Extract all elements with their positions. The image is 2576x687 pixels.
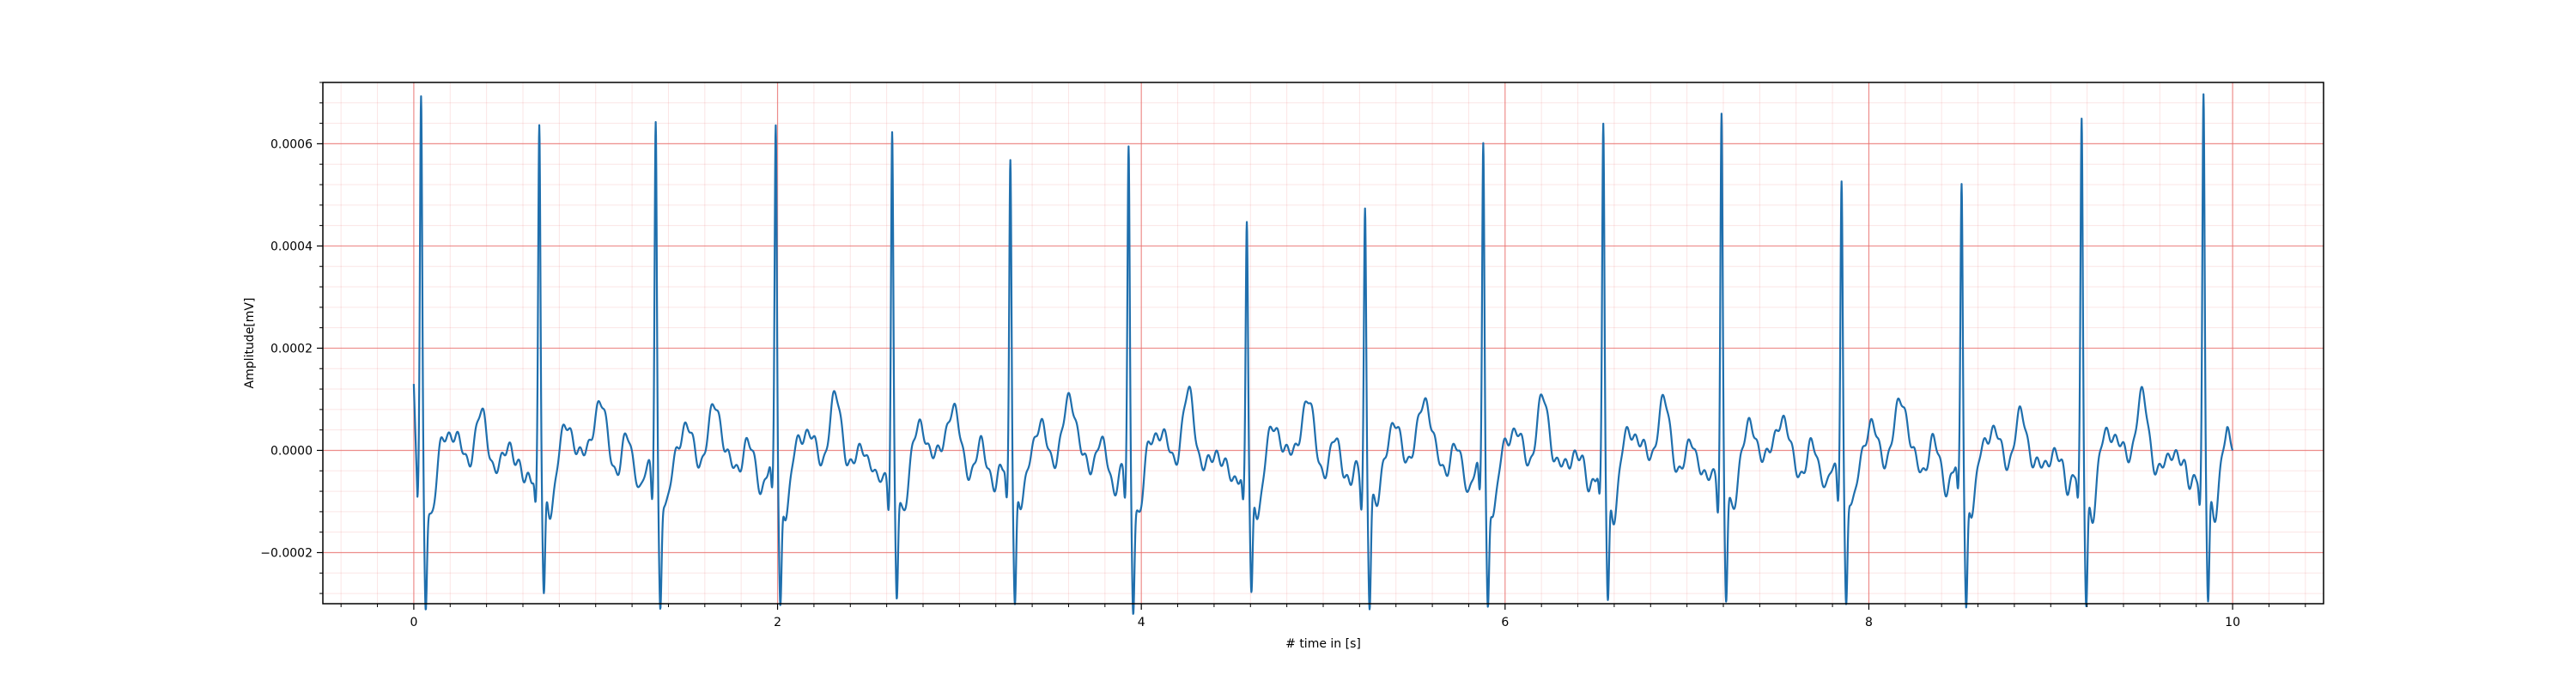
ecg-series-line: [412, 93, 2234, 615]
y-axis-ticks: −0.0002 0.0000 0.0002 0.0004 0.0006: [260, 82, 323, 594]
x-tick-label: 10: [2225, 616, 2240, 629]
y-tick-label: 0.0002: [270, 342, 313, 356]
x-axis-label: # time in [s]: [1285, 637, 1361, 651]
x-tick-label: 6: [1501, 616, 1509, 629]
x-axis-ticks: 0 2 4 6 8 10: [340, 604, 2306, 629]
x-tick-label: 4: [1138, 616, 1145, 629]
y-tick-label: 0.0006: [270, 137, 313, 151]
x-tick-label: 2: [774, 616, 781, 629]
series: [412, 93, 2234, 615]
grid: [323, 82, 2324, 604]
y-axis-label: Amplitude[mV]: [243, 298, 257, 389]
y-tick-label: −0.0002: [260, 546, 313, 560]
x-tick-label: 8: [1865, 616, 1873, 629]
x-tick-label: 0: [410, 616, 417, 629]
y-tick-label: 0.0004: [270, 240, 313, 253]
y-tick-label: 0.0000: [270, 444, 313, 458]
